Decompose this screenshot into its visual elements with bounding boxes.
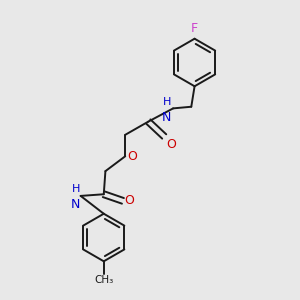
Text: O: O — [166, 138, 176, 151]
Text: O: O — [124, 194, 134, 207]
Text: H: H — [163, 97, 172, 107]
Text: N: N — [70, 198, 80, 211]
Text: F: F — [191, 22, 198, 35]
Text: H: H — [72, 184, 80, 194]
Text: CH₃: CH₃ — [94, 275, 113, 286]
Text: N: N — [162, 111, 172, 124]
Text: O: O — [127, 150, 137, 163]
